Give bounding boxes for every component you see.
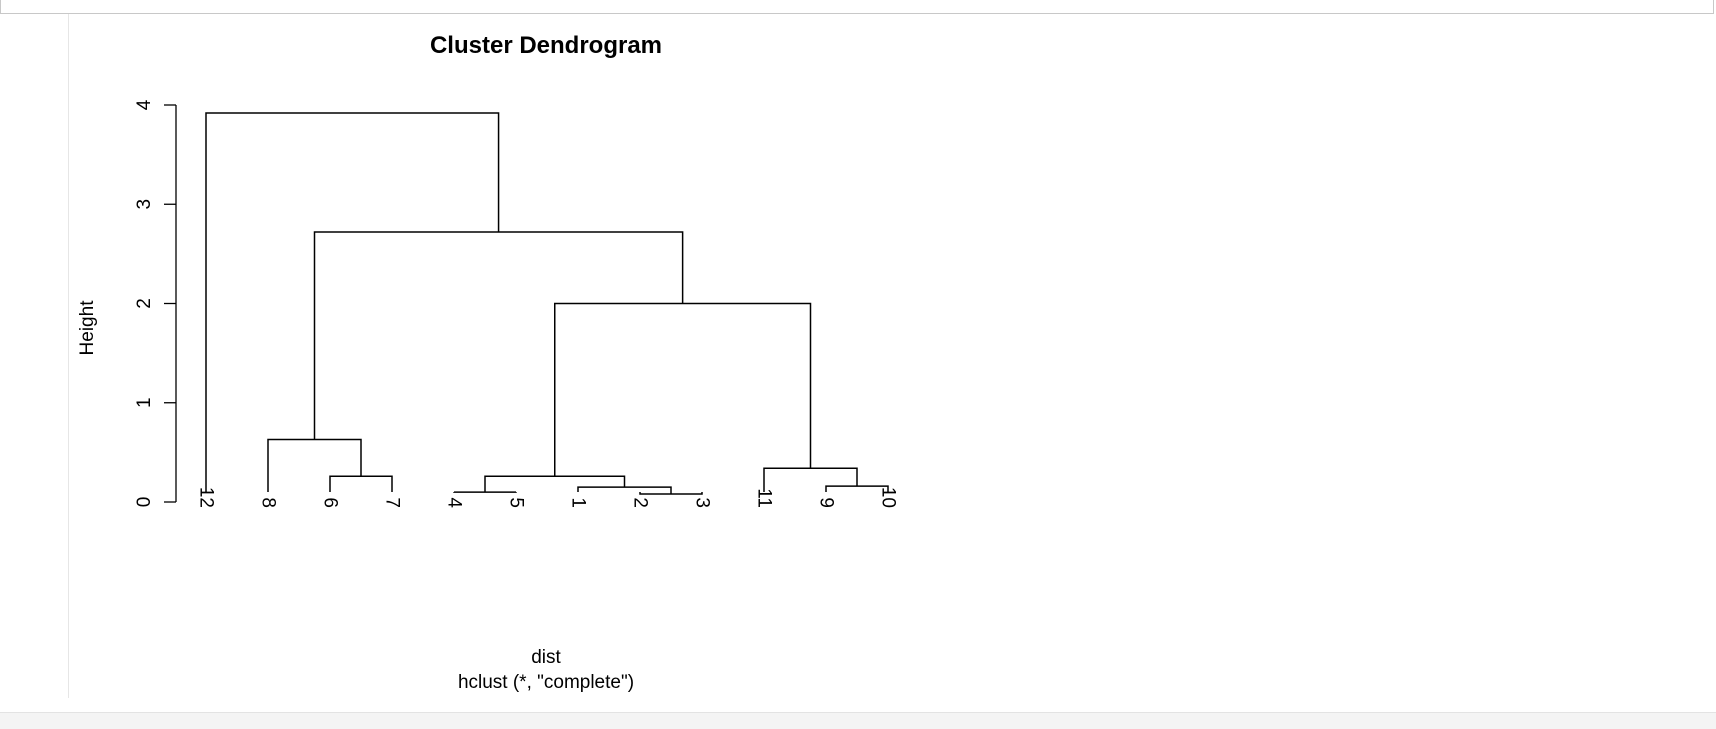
leaf-label: 11 [754,488,775,508]
leaf-label: 1 [568,497,589,508]
dendrogram-plot: Cluster Dendrogram Height dist hclust (*… [0,0,1716,712]
leaf-label: 8 [258,497,279,508]
dendrogram-branches [206,113,888,494]
y-tick-label: 2 [134,298,155,309]
y-tick-label: 0 [134,497,155,508]
leaf-label: 5 [506,497,527,508]
leaf-label: 12 [196,487,217,508]
dendrogram-link [578,487,671,494]
dendrogram-link [315,232,683,439]
y-tick-label: 3 [134,199,155,210]
dendrogram-link [330,476,392,492]
y-axis-label: Height [77,300,98,356]
leaf-label: 6 [320,497,341,508]
y-axis: 0 1 2 3 4 [134,99,176,507]
leaf-label: 9 [816,497,837,508]
dendrogram-link [206,113,499,492]
dendrogram-link [268,439,361,492]
leaf-label: 7 [382,497,403,508]
leaf-label: 2 [630,497,651,508]
dendrogram-link [764,468,857,492]
y-tick-label: 4 [134,99,155,110]
leaf-label: 3 [692,497,713,508]
bottom-scroll-band [0,712,1716,729]
leaf-label: 10 [878,487,899,508]
dendrogram-link [555,304,811,477]
y-tick-label: 1 [134,397,155,408]
x-axis-label: dist [531,647,561,668]
chart-subtitle: hclust (*, "complete") [458,672,634,693]
leaf-label: 4 [444,497,465,508]
dendrogram-link [485,476,625,492]
chart-title: Cluster Dendrogram [430,32,662,59]
